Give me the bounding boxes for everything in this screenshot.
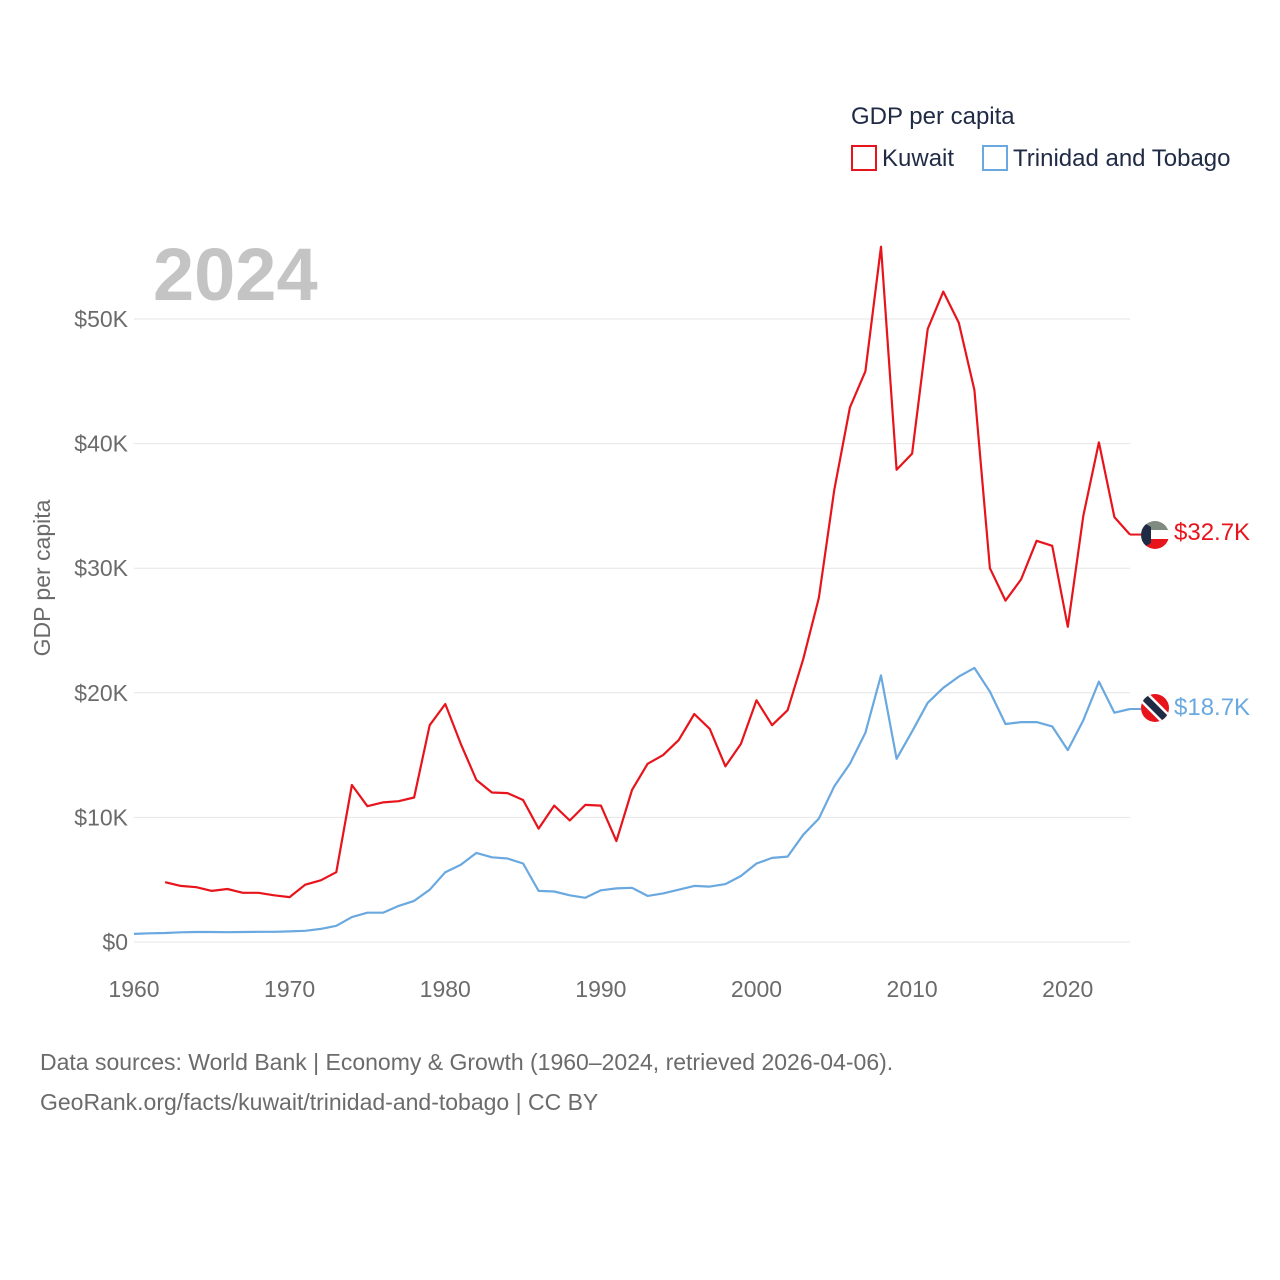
legend-swatch-trinidad-and-tobago[interactable] bbox=[982, 145, 1008, 171]
kuwait-end-value: $32.7K bbox=[1174, 519, 1250, 546]
data-source-note: Data sources: World Bank | Economy & Gro… bbox=[40, 1049, 894, 1075]
series-lines bbox=[133, 245, 1141, 935]
kuwait-end-marker: $32.7K bbox=[1141, 519, 1250, 549]
series-line-kuwait[interactable] bbox=[164, 245, 1131, 899]
year-watermark: 2024 bbox=[153, 233, 318, 316]
y-axis-ticks: $0 $10K $20K $30K $40K $50K bbox=[74, 306, 128, 955]
legend: GDP per capita Kuwait Trinidad and Tobag… bbox=[851, 103, 1231, 172]
series-line-trinidad-and-tobago[interactable] bbox=[133, 666, 1131, 935]
x-tick-label: 1980 bbox=[420, 976, 471, 1002]
legend-label-kuwait[interactable]: Kuwait bbox=[882, 145, 954, 172]
x-tick-label: 1990 bbox=[575, 976, 626, 1002]
attribution-link[interactable]: GeoRank.org/facts/kuwait/trinidad-and-to… bbox=[40, 1089, 599, 1115]
legend-label-trinidad-and-tobago[interactable]: Trinidad and Tobago bbox=[1013, 145, 1231, 172]
trinidad-and-tobago-end-marker: $18.7K bbox=[1141, 694, 1250, 722]
y-tick-label: $50K bbox=[74, 306, 128, 332]
gridlines bbox=[134, 318, 1130, 943]
y-tick-label: $0 bbox=[102, 929, 128, 955]
footer: Data sources: World Bank | Economy & Gro… bbox=[40, 1042, 893, 1122]
legend-title: GDP per capita bbox=[851, 103, 1015, 130]
x-tick-label: 2020 bbox=[1042, 976, 1093, 1002]
y-tick-label: $10K bbox=[74, 804, 128, 830]
y-axis-title: GDP per capita bbox=[29, 499, 55, 656]
legend-swatch-kuwait[interactable] bbox=[851, 145, 877, 171]
x-tick-label: 1960 bbox=[108, 976, 159, 1002]
trinidad-and-tobago-end-value: $18.7K bbox=[1174, 694, 1250, 721]
kuwait-flag-icon bbox=[1141, 521, 1169, 549]
y-tick-label: $40K bbox=[74, 431, 128, 457]
x-tick-label: 1970 bbox=[264, 976, 315, 1002]
y-tick-label: $20K bbox=[74, 680, 128, 706]
trinidad-and-tobago-flag-icon bbox=[1141, 694, 1169, 722]
x-tick-label: 2000 bbox=[731, 976, 782, 1002]
y-tick-label: $30K bbox=[74, 555, 128, 581]
x-tick-label: 2010 bbox=[887, 976, 938, 1002]
x-axis-ticks: 1960 1970 1980 1990 2000 2010 2020 bbox=[108, 976, 1093, 1002]
